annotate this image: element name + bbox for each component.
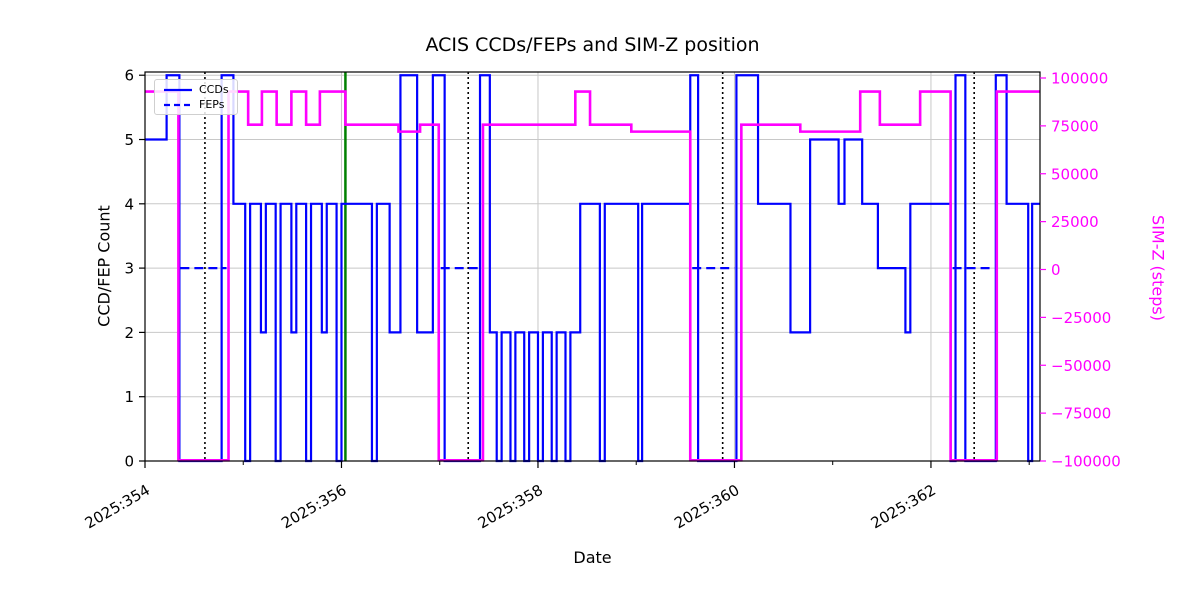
svg-text:50000: 50000: [1051, 165, 1099, 183]
svg-text:75000: 75000: [1051, 117, 1099, 135]
svg-text:−25000: −25000: [1051, 309, 1111, 327]
svg-text:−50000: −50000: [1051, 357, 1111, 375]
svg-text:2025:356: 2025:356: [278, 481, 349, 533]
svg-text:2025:360: 2025:360: [671, 481, 742, 533]
svg-text:2025:358: 2025:358: [475, 481, 546, 533]
svg-text:100000: 100000: [1051, 70, 1108, 88]
y-axis-label-left: CCD/FEP Count: [94, 205, 114, 327]
svg-text:3: 3: [124, 260, 134, 278]
svg-text:4: 4: [124, 195, 134, 213]
svg-text:6: 6: [124, 67, 134, 85]
svg-text:0: 0: [1051, 261, 1061, 279]
svg-text:−100000: −100000: [1051, 453, 1121, 471]
svg-text:25000: 25000: [1051, 213, 1099, 231]
chart-title: ACIS CCDs/FEPs and SIM-Z position: [425, 34, 760, 56]
svg-text:1: 1: [124, 388, 134, 406]
svg-text:0: 0: [124, 453, 134, 471]
legend-label: FEPs: [199, 98, 225, 111]
legend-item-ccds: CCDs: [163, 83, 229, 96]
legend-solid-line-icon: [164, 88, 192, 91]
legend-dashed-line-icon: [164, 103, 192, 106]
svg-text:2025:362: 2025:362: [868, 481, 939, 533]
svg-text:−75000: −75000: [1051, 405, 1111, 423]
svg-text:2025:354: 2025:354: [82, 481, 153, 533]
legend: CCDs FEPs: [154, 79, 238, 115]
svg-text:2: 2: [124, 324, 134, 342]
y-axis-label-right: SIM-Z (steps): [1148, 215, 1168, 321]
legend-item-feps: FEPs: [163, 98, 229, 111]
svg-text:5: 5: [124, 131, 134, 149]
x-axis-label: Date: [573, 548, 612, 567]
legend-label: CCDs: [199, 83, 229, 96]
